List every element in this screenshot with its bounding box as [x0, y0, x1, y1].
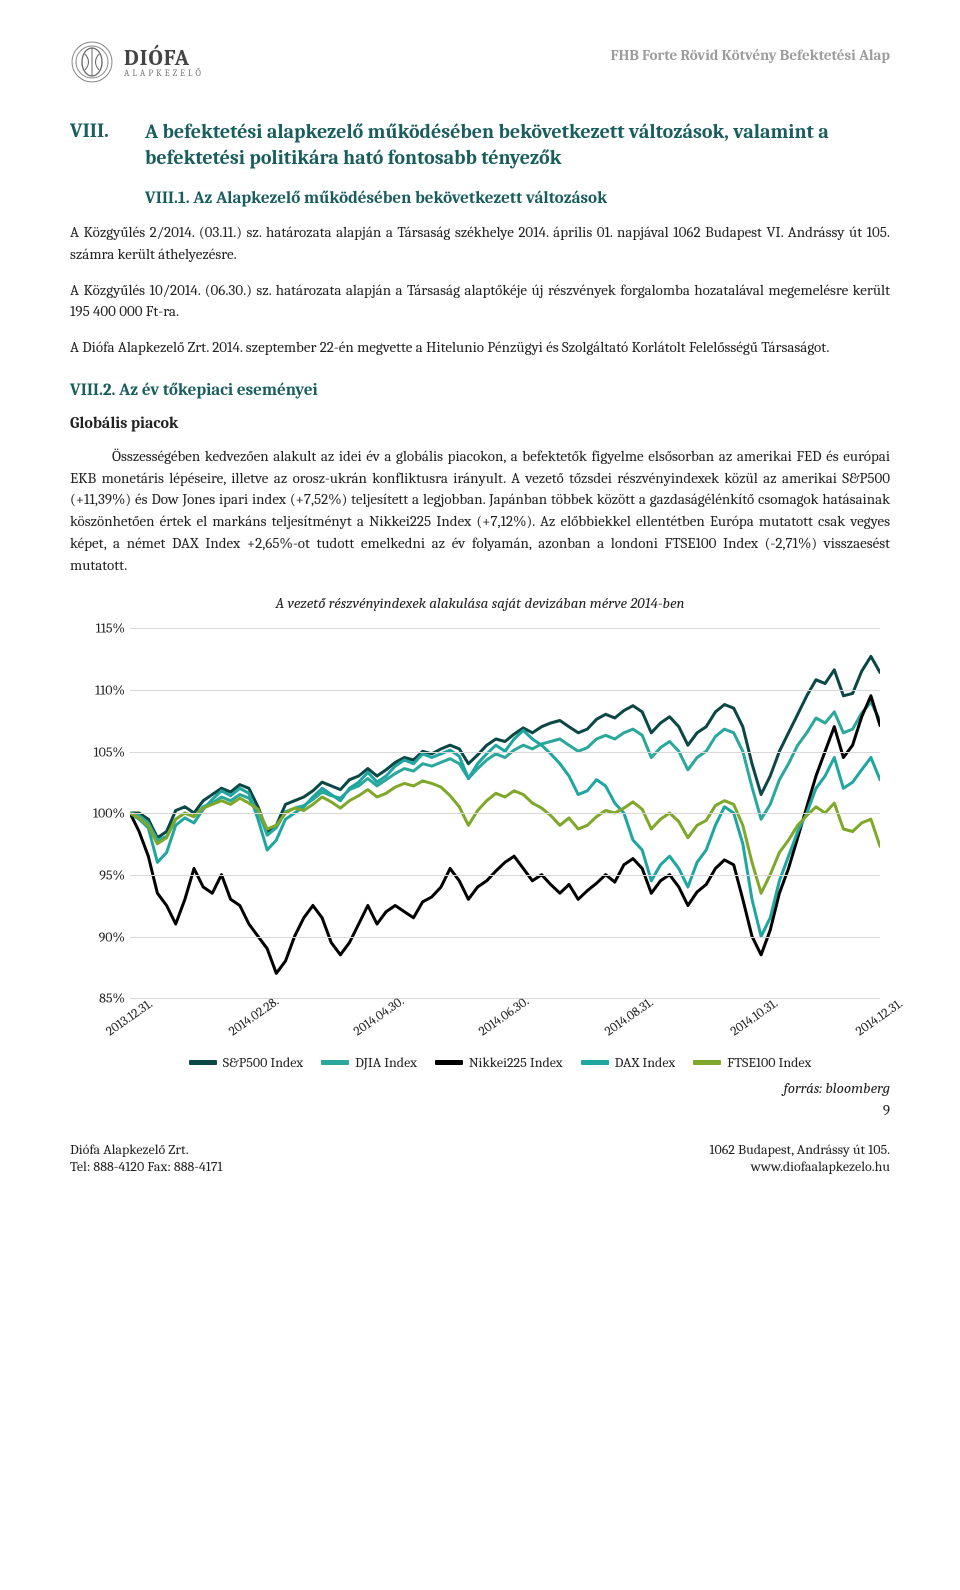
para-3: A Diófa Alapkezelő Zrt. 2014. szeptember…: [70, 337, 890, 359]
legend-swatch: [321, 1060, 349, 1065]
footer-phone: Tel: 888-4120 Fax: 888-4171: [70, 1158, 223, 1175]
brand-top: DIÓFA: [124, 45, 204, 71]
footer-left: Diófa Alapkezelő Zrt. Tel: 888-4120 Fax:…: [70, 1141, 223, 1175]
subsection-2-heading: VIII.2. Az év tőkepiaci eseményei: [70, 381, 890, 400]
y-axis-label: 100%: [70, 805, 125, 822]
legend-item: S&P500 Index: [189, 1054, 303, 1071]
x-axis-label: 2014.12.31.: [853, 997, 905, 1040]
chart-series: [130, 781, 880, 893]
brand-text: DIÓFA ALAPKEZELŐ: [124, 45, 204, 79]
footer-url: www.diofaalapkezelo.hu: [709, 1158, 890, 1175]
gridline: [130, 875, 880, 876]
legend-item: FTSE100 Index: [693, 1054, 811, 1071]
legend-label: FTSE100 Index: [727, 1054, 811, 1071]
legend-item: DJIA Index: [321, 1054, 417, 1071]
para-1: A Közgyűlés 2/2014. (03.11.) sz. határoz…: [70, 222, 890, 266]
subsection-1-heading: VIII.1. Az Alapkezelő működésében beköve…: [145, 189, 890, 208]
footer-right: 1062 Budapest, Andrássy út 105. www.diof…: [709, 1141, 890, 1175]
section-heading: VIII. A befektetési alapkezelő működéséb…: [70, 119, 890, 171]
chart-source: forrás: bloomberg: [70, 1079, 890, 1097]
chart-series: [130, 731, 880, 937]
section-number: VIII.: [70, 119, 125, 171]
y-axis-label: 90%: [70, 928, 125, 945]
sub2-subhead: Globális piacok: [70, 414, 890, 432]
x-axis-label: 2014.08.31.: [602, 995, 656, 1039]
chart-series: [130, 696, 880, 974]
y-axis-label: 85%: [70, 990, 125, 1007]
gridline: [130, 813, 880, 814]
para-4: Összességében kedvezően alakult az idei …: [70, 446, 890, 577]
legend-item: DAX Index: [581, 1054, 676, 1071]
legend-swatch: [435, 1060, 463, 1065]
y-axis-label: 95%: [70, 866, 125, 883]
gridline: [130, 752, 880, 753]
page-footer: Diófa Alapkezelő Zrt. Tel: 888-4120 Fax:…: [70, 1141, 890, 1175]
legend-label: DAX Index: [615, 1054, 676, 1071]
legend-swatch: [189, 1060, 217, 1065]
walnut-icon: [70, 40, 114, 84]
chart-legend: S&P500 Index DJIA Index Nikkei225 Index DAX…: [110, 1054, 890, 1071]
section-title: A befektetési alapkezelő működésében bek…: [145, 119, 890, 171]
x-axis-label: 2014.10.31.: [728, 996, 781, 1039]
legend-swatch: [581, 1060, 609, 1065]
footer-address: 1062 Budapest, Andrássy út 105.: [709, 1141, 890, 1158]
y-axis-label: 105%: [70, 743, 125, 760]
page-number: 9: [70, 1101, 890, 1119]
legend-swatch: [693, 1060, 721, 1065]
chart-title: A vezető részvényindexek alakulása saját…: [70, 594, 890, 612]
x-axis-label: 2014.04.30.: [351, 994, 407, 1039]
document-title: FHB Forte Rövid Kötvény Befektetési Alap: [611, 46, 890, 64]
para-2: A Közgyűlés 10/2014. (06.30.) sz. határo…: [70, 280, 890, 324]
brand-logo: DIÓFA ALAPKEZELŐ: [70, 40, 204, 84]
y-axis-label: 110%: [70, 681, 125, 698]
footer-company: Diófa Alapkezelő Zrt.: [70, 1141, 223, 1158]
legend-label: S&P500 Index: [223, 1054, 303, 1071]
legend-item: Nikkei225 Index: [435, 1054, 563, 1071]
gridline: [130, 937, 880, 938]
legend-label: Nikkei225 Index: [469, 1054, 563, 1071]
gridline: [130, 690, 880, 691]
page-header: DIÓFA ALAPKEZELŐ FHB Forte Rövid Kötvény…: [70, 40, 890, 84]
x-axis-label: 2014.06.30.: [476, 994, 532, 1039]
gridline: [130, 628, 880, 629]
legend-label: DJIA Index: [355, 1054, 417, 1071]
y-axis-label: 115%: [70, 620, 125, 637]
x-axis-label: 2014.02.28.: [226, 994, 282, 1039]
chart-series: [130, 702, 880, 840]
line-chart: 85%90%95%100%105%110%115%2013.12.31.2014…: [70, 618, 890, 1048]
brand-bottom: ALAPKEZELŐ: [124, 69, 204, 79]
